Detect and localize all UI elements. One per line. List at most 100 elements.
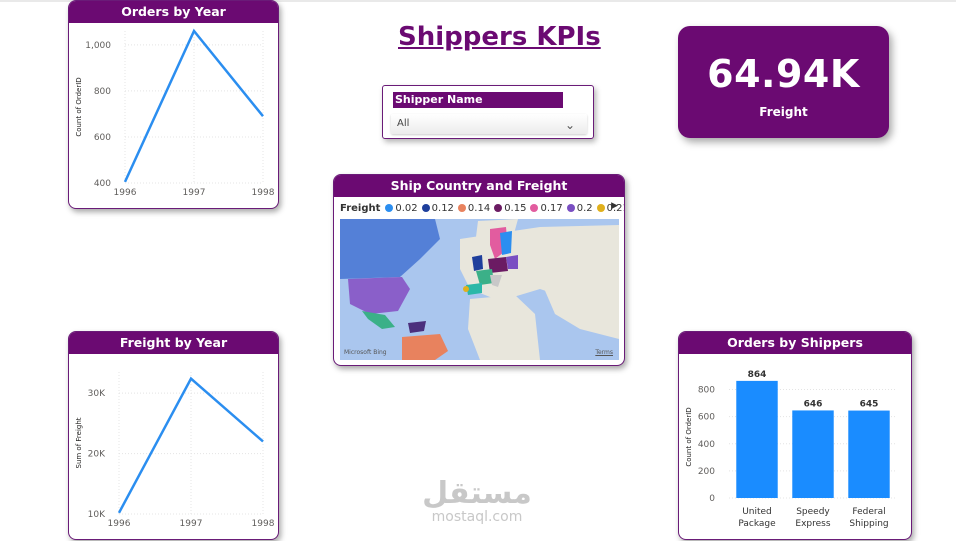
brazil-region [402,334,448,360]
asia-land [540,274,619,339]
y-tick-label: 400 [698,440,715,450]
kpi-value: 64.94K [707,52,860,96]
legend-item[interactable]: 0.21 [596,202,624,214]
legend-item[interactable]: 0.02 [385,202,418,214]
poland-region [506,255,518,269]
bar[interactable] [848,410,890,498]
orders-by-year-title: Orders by Year [69,1,278,23]
y-tick-label: 30K [88,389,106,399]
orders-by-year-chart[interactable]: 400 600 800 1,000 1996 1997 1998 Count of Order… [69,23,279,209]
series-line[interactable] [117,376,264,514]
bar-data-label: 864 [748,370,767,380]
legend-dot [421,204,430,212]
uk-region [472,255,483,271]
canada-region [340,219,440,279]
legend-label: 0.17 [540,202,563,214]
orders-by-shippers-card[interactable]: Orders by Shippers 0 200 400 600 800 Count of… [678,331,912,540]
x-tick-label: 1996 [108,519,131,529]
spain-region [466,283,482,295]
freight-by-year-title: Freight by Year [69,332,278,354]
legend-next-icon[interactable]: ▶ [611,201,618,211]
legend-dot [566,204,575,212]
legend-label: 0.21 [606,202,624,214]
legend-label: 0.02 [395,202,418,214]
freight-by-year-chart[interactable]: 10K 20K 30K 1996 1997 1998 Sum of Freight [69,354,279,540]
x-tick-label: 1997 [183,188,206,198]
slicer-selected-value: All [397,118,410,129]
legend-dot [494,204,503,212]
y-tick-label: 1,000 [85,41,111,51]
x-category-label: Package [738,519,776,529]
top-strip [0,0,956,2]
y-axis-title: Sum of Freight [75,417,83,468]
chevron-down-icon: ⌄ [564,118,575,132]
y-tick-label: 10K [88,510,106,520]
world-map [340,219,619,360]
watermark-latin: mostaql.com [431,509,523,525]
orders-by-shippers-chart[interactable]: 0 200 400 600 800 Count of OrderID 864 United Pa… [679,354,912,540]
africa-land [468,295,540,360]
y-tick-label: 800 [94,87,111,97]
shipper-name-slicer[interactable]: Shipper Name ✕ All ⌄ [382,85,594,139]
orders-by-year-card[interactable]: Orders by Year 400 600 800 1,000 1996 1997 199… [68,0,279,209]
legend-label: 0.12 [431,202,454,214]
legend-item[interactable]: 0.2 [566,202,593,214]
x-tick-label: 1996 [114,188,137,198]
legend-item[interactable]: 0.14 [457,202,491,214]
orders-by-shippers-title: Orders by Shippers [679,332,911,354]
bar[interactable] [736,380,778,498]
legend-item[interactable]: 0.12 [421,202,454,214]
bar-data-label: 646 [804,399,823,409]
map-terms-link[interactable]: Terms [595,349,613,356]
watermark: مستقل mostaql.com [412,476,542,525]
legend-label: 0.14 [467,202,491,214]
shipper-name-dropdown[interactable]: All ⌄ [391,114,587,134]
map-title: Ship Country and Freight [334,175,624,197]
page-title: Shippers KPIs [398,22,601,52]
x-category-label: Speedy [796,507,830,517]
italy-region [490,275,502,287]
usa-region [348,277,410,314]
slicer-title: Shipper Name [393,92,563,108]
bar[interactable] [792,410,834,498]
legend-item[interactable]: 0.17 [530,202,563,214]
series-line[interactable] [123,28,264,183]
x-category-label: Shipping [849,519,888,529]
kpi-label: Freight [759,105,808,119]
legend-title: Freight [340,202,381,214]
y-tick-label: 400 [94,179,111,189]
x-category-label: United [742,507,772,517]
legend-label: 0.2 [576,202,593,214]
freight-kpi-card[interactable]: 64.94K Freight [678,26,889,138]
germany-region [488,257,508,273]
map-canvas[interactable]: Microsoft Bing Terms [340,219,619,360]
legend-dot [530,204,539,212]
y-tick-label: 200 [698,467,715,477]
legend-dot [385,204,394,212]
legend-item[interactable]: 0.15 [494,203,526,214]
map-legend: Freight 0.02 0.12 0.14 0.15 0.17 0.2 0.21 [340,201,624,215]
y-tick-label: 20K [88,450,106,460]
y-tick-label: 0 [709,494,715,504]
legend-dot [596,204,605,212]
y-tick-label: 600 [698,413,715,423]
ship-country-map-card[interactable]: Ship Country and Freight Freight 0.02 0.1… [333,174,625,366]
clear-selection-icon[interactable]: ✕ [567,92,575,102]
x-category-label: Federal [852,507,885,517]
sweden-region [500,231,512,255]
x-tick-label: 1998 [252,519,275,529]
watermark-arabic: مستقل [422,476,532,511]
france-region [476,269,494,285]
legend-label: 0.15 [504,202,527,214]
y-axis-title: Count of OrderID [685,407,693,466]
freight-by-year-card[interactable]: Freight by Year 10K 20K 30K 1996 1997 1998 Sum… [68,331,279,540]
x-tick-label: 1998 [252,188,275,198]
venezuela-region [408,321,426,333]
portugal-marker [463,286,469,292]
legend-dot [457,204,466,212]
bar-data-label: 645 [860,400,879,410]
x-tick-label: 1997 [180,519,203,529]
y-tick-label: 600 [94,133,111,143]
y-axis-title: Count of OrderID [75,77,83,136]
mexico-region [362,311,395,329]
